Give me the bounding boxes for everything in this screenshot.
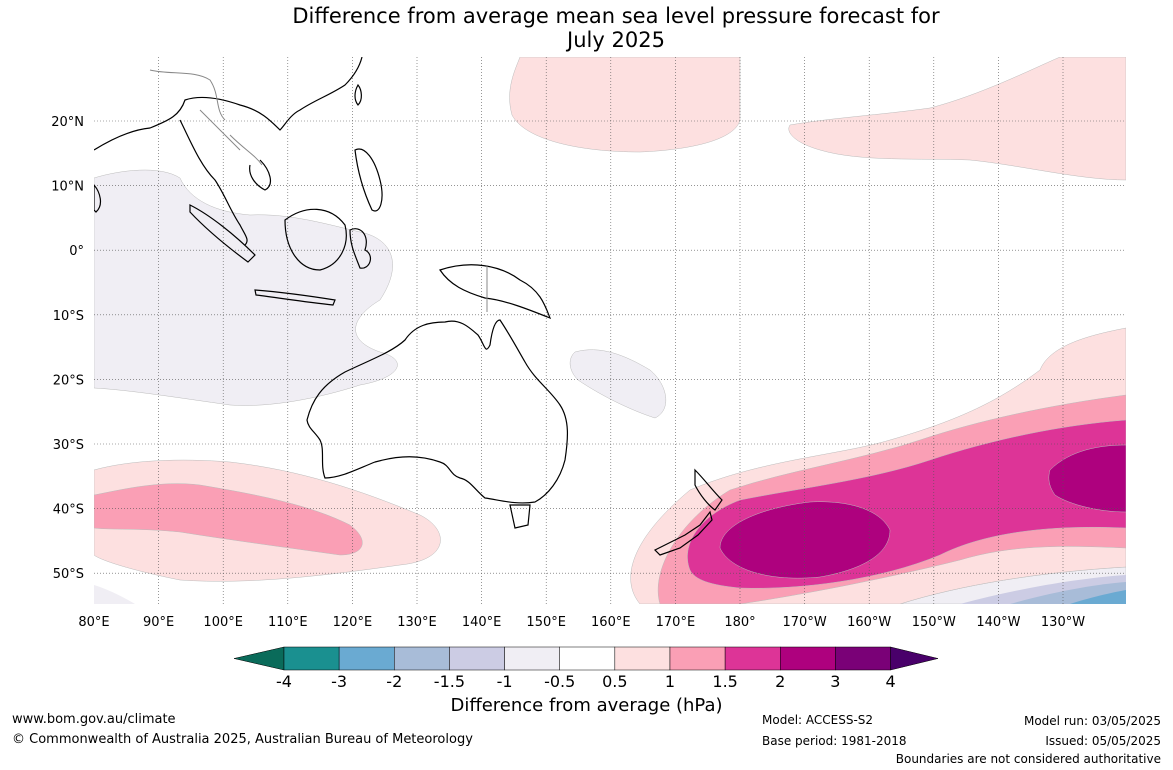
pressure-anomaly-map: 80°E 90°E 100°E 110°E 120°E 130°E 140°E 150°E 16… (51, 57, 1126, 690)
lat-tick-label: 10°N (51, 180, 84, 195)
title-line-2: July 2025 (567, 28, 665, 52)
colorbar-tick-label: -0.5 (544, 672, 575, 690)
colorbar-tick-label: -4 (276, 672, 292, 690)
lon-tick-label: 110°E (268, 615, 308, 630)
lon-tick-label: 180° (724, 615, 755, 630)
colorbar-tick-label: -3 (331, 672, 347, 690)
java-outline (254, 289, 336, 306)
footer-base-period: Base period: 1981-2018 (762, 734, 907, 748)
title-line-1: Difference from average mean sea level p… (292, 4, 940, 28)
philippines-outline (354, 148, 383, 212)
sumatra-outline (189, 204, 256, 263)
contour-neg-0.5-southwest (94, 585, 135, 604)
colorbar-segment (449, 646, 505, 671)
contour-pos-1-southern-indian-ocean (94, 483, 363, 556)
colorbar-tick-label: 2 (775, 672, 785, 690)
contour-pos-2-south-pacific (719, 444, 1126, 579)
lat-tick-label: 40°S (53, 503, 84, 518)
contour-neg-2-south-pacific (1070, 590, 1126, 604)
colorbar-segment (283, 646, 340, 671)
lon-tick-label: 150°W (912, 615, 956, 630)
colorbar-tick-label: -1.5 (434, 672, 465, 690)
colorbar-extend-high (890, 646, 939, 671)
colorbar-segment (338, 646, 395, 671)
contour-neg-0.5-coral-sea (569, 349, 667, 419)
colorbar-segment (724, 646, 781, 671)
footer-model-run: Model run: 03/05/2025 (1023, 714, 1161, 728)
lon-tick-label: 160°W (847, 615, 891, 630)
colorbar-segment (614, 646, 671, 671)
colorbar-segment (835, 646, 891, 671)
axis-labels: 80°E 90°E 100°E 110°E 120°E 130°E 140°E 150°E 16… (51, 115, 1085, 630)
borneo-outline (284, 208, 347, 271)
lat-tick-label: 20°S (53, 373, 84, 388)
lon-tick-label: 170°W (783, 615, 827, 630)
country-borders (149, 69, 488, 312)
footer-copyright: © Commonwealth of Australia 2025, Austra… (12, 732, 473, 747)
colorbar-segment (669, 646, 726, 671)
contour-pos-0.5-north-pacific-east (788, 57, 1126, 181)
map-gridlines (94, 57, 1126, 604)
indochina-borders (149, 69, 263, 166)
colorbar-segment (780, 646, 836, 671)
colorbar-tick-label: 3 (830, 672, 840, 690)
colorbar-tick-label: 0.5 (602, 672, 627, 690)
lon-tick-label: 140°E (462, 615, 502, 630)
colorbar-tick-label: 1 (665, 672, 675, 690)
lat-tick-label: 10°S (53, 309, 84, 324)
colorbar-tick-label: -1 (497, 672, 513, 690)
map-title: Difference from average mean sea level p… (0, 4, 1173, 52)
footer-website: www.bom.gov.au/climate (12, 712, 176, 727)
sri-lanka-outline (94, 184, 102, 213)
lat-tick-label: 20°N (51, 115, 84, 130)
new-zealand-north-outline (694, 468, 723, 511)
colorbar-segment (394, 646, 450, 671)
lon-tick-label: 130°E (397, 615, 437, 630)
lon-tick-label: 140°W (976, 615, 1020, 630)
lon-tick-label: 120°E (333, 615, 373, 630)
sulawesi-outline (349, 228, 372, 269)
footer-model: Model: ACCESS-S2 (762, 713, 874, 727)
colorbar-tick-label: 4 (885, 672, 895, 690)
tasmania-outline (509, 504, 531, 529)
footer-disclaimer: Boundaries are not considered authoritat… (895, 752, 1161, 766)
colorbar-segment (504, 646, 560, 671)
mainland-asia-outline (94, 57, 363, 246)
anomaly-contours (94, 57, 1126, 604)
lon-tick-label: 130°W (1041, 615, 1085, 630)
contour-neg-0.5-indian-ocean (94, 169, 398, 406)
new-guinea-outline (439, 264, 552, 320)
lon-tick-label: 80°E (78, 615, 109, 630)
contour-pos-0.5-north-pacific-west (509, 57, 741, 153)
new-zealand-south-outline (653, 510, 713, 556)
lon-tick-label: 160°E (591, 615, 631, 630)
colorbar-tick-label: -2 (386, 672, 402, 690)
colorbar-tick-label: 1.5 (712, 672, 737, 690)
lat-tick-label: 0° (69, 244, 84, 259)
lat-tick-label: 30°S (53, 438, 84, 453)
lon-tick-label: 150°E (526, 615, 566, 630)
lon-tick-label: 90°E (143, 615, 174, 630)
footer-issued: Issued: 05/05/2025 (1045, 734, 1161, 748)
taiwan-outline (354, 83, 362, 106)
lat-tick-label: 50°S (53, 567, 84, 582)
australia-outline (306, 319, 568, 504)
lon-tick-label: 100°E (203, 615, 243, 630)
colorbar: -4 -3 -2 -1.5 -1 -0.5 0.5 1 1.5 2 3 4 (233, 646, 939, 690)
colorbar-segment (559, 646, 616, 671)
lon-tick-label: 170°E (656, 615, 696, 630)
coastlines (94, 57, 723, 556)
colorbar-extend-low (233, 646, 285, 671)
colorbar-label: Difference from average (hPa) (450, 695, 723, 716)
